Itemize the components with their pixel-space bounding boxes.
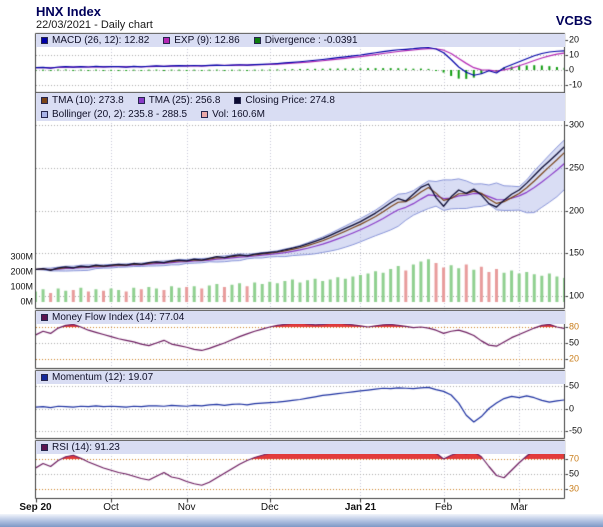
price-legend-row-1: TMA (10): 273.8 TMA (25): 256.8 Closing … (36, 93, 340, 107)
legend-tma25-series: TMA (25): 256.8 (137, 94, 221, 106)
legend-momentum-series: Momentum (12): 19.07 (41, 372, 153, 383)
closing-price-swatch-icon (234, 96, 242, 104)
legend-divergence-series: Divergence : -0.0391 (253, 35, 358, 46)
divergence-legend-label: Divergence : -0.0391 (264, 35, 358, 46)
bollinger-swatch-icon (41, 110, 48, 118)
price-legend-row-2: Bollinger (20, 2): 235.8 - 288.5 Vol: 16… (36, 107, 270, 121)
brand-logo: VCBS (555, 13, 592, 28)
rsi-legend-bar: RSI (14): 91.23 (36, 441, 565, 454)
momentum-swatch-icon (41, 374, 48, 381)
legend-volume-series: Vol: 160.6M (201, 109, 265, 120)
bollinger-legend-label: Bollinger (20, 2): 235.8 - 288.5 (52, 108, 188, 120)
mfi-legend-bar: Money Flow Index (14): 77.04 (36, 311, 565, 324)
macd-legend-bar: MACD (26, 12): 12.82 EXP (9): 12.86 Dive… (36, 34, 565, 47)
closing-price-legend-label: Closing Price: 274.8 (245, 94, 335, 106)
tma10-legend-label: TMA (10): 273.8 (52, 94, 124, 106)
legend-tma10-series: TMA (10): 273.8 (41, 95, 124, 106)
volume-swatch-icon (201, 110, 209, 118)
macd-swatch-icon (41, 37, 48, 44)
rsi-legend-label: RSI (14): 91.23 (52, 442, 120, 453)
tma10-swatch-icon (41, 96, 48, 104)
momentum-legend-bar: Momentum (12): 19.07 (36, 371, 565, 384)
legend-macd-series: MACD (26, 12): 12.82 (41, 35, 149, 46)
legend-mfi-series: Money Flow Index (14): 77.04 (41, 312, 184, 323)
macd-legend-label: MACD (26, 12): 12.82 (52, 35, 150, 46)
mfi-swatch-icon (41, 314, 48, 321)
tma25-legend-label: TMA (25): 256.8 (148, 94, 221, 106)
divergence-swatch-icon (253, 37, 261, 44)
page-title: HNX Index (36, 4, 102, 19)
tma25-swatch-icon (137, 96, 145, 104)
volume-legend-label: Vol: 160.6M (212, 108, 265, 120)
legend-bollinger-series: Bollinger (20, 2): 235.8 - 288.5 (41, 109, 187, 120)
exp-swatch-icon (163, 37, 171, 44)
mfi-legend-label: Money Flow Index (14): 77.04 (52, 312, 185, 323)
chart-subtitle: 22/03/2021 - Daily chart (36, 19, 153, 31)
exp-legend-label: EXP (9): 12.86 (174, 35, 240, 46)
rsi-swatch-icon (41, 444, 48, 451)
legend-exp-series: EXP (9): 12.86 (163, 35, 240, 46)
price-legend-bar: TMA (10): 273.8 TMA (25): 256.8 Closing … (36, 93, 565, 121)
bottom-gradient-bar (0, 514, 603, 527)
momentum-legend-label: Momentum (12): 19.07 (52, 372, 154, 383)
legend-closing-price-series: Closing Price: 274.8 (234, 95, 335, 106)
legend-rsi-series: RSI (14): 91.23 (41, 442, 120, 453)
